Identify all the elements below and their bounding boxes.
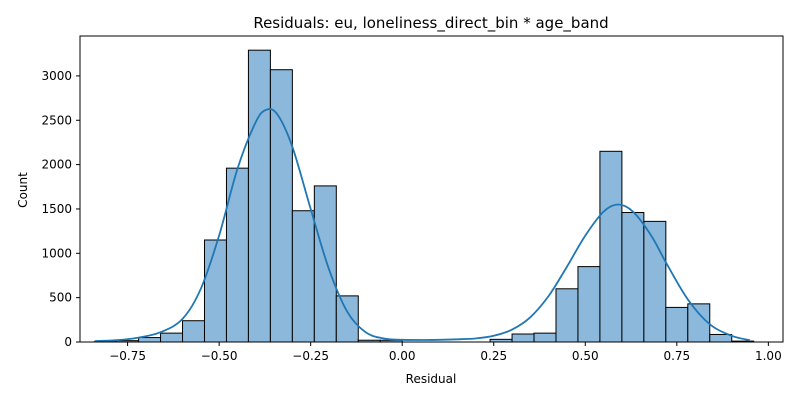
- x-tick-label: −0.25: [292, 349, 329, 363]
- x-tick-label: 0.25: [480, 349, 507, 363]
- histogram-bar-7: [247, 49, 271, 343]
- x-axis-label: Residual: [406, 372, 457, 386]
- x-tick-label: 0.75: [663, 349, 690, 363]
- histogram-bar-5: [203, 239, 227, 343]
- x-tick-label: 1.00: [755, 349, 782, 363]
- plot-frame: [79, 35, 784, 343]
- y-tick-label: 0: [64, 335, 72, 349]
- histogram-bar-11: [335, 295, 359, 343]
- histogram-bar-3: [160, 332, 184, 343]
- x-tick-label: −0.50: [201, 349, 238, 363]
- histogram-bar-23: [687, 303, 711, 343]
- histogram-bar-21: [643, 220, 667, 343]
- y-axis-label: Count: [16, 172, 30, 208]
- kde-curve: [94, 108, 751, 342]
- histogram-bar-15: [511, 333, 535, 343]
- x-axis-ticks: −0.75 −0.50 −0.25 0.00 0.25 0.50 0.75 1.00: [109, 342, 782, 363]
- x-tick-label: −0.75: [109, 349, 146, 363]
- x-tick-label: 0.00: [389, 349, 416, 363]
- y-tick-label: 2500: [41, 113, 72, 127]
- histogram-bar-10: [313, 185, 337, 343]
- histogram-bar-2: [138, 337, 162, 343]
- histogram-bar-22: [665, 306, 689, 343]
- histogram-bar-18: [577, 266, 601, 343]
- chart-title: Residuals: eu, loneliness_direct_bin * a…: [253, 14, 608, 33]
- histogram-bar-9: [291, 210, 315, 343]
- histogram-bar-4: [182, 320, 205, 343]
- histogram-bar-24: [709, 333, 733, 343]
- histogram-bar-16: [533, 332, 557, 343]
- y-tick-label: 1000: [41, 246, 72, 260]
- y-tick-label: 2000: [41, 158, 72, 172]
- histogram-bar-20: [621, 212, 645, 343]
- y-tick-label: 3000: [41, 69, 72, 83]
- histogram-bars: [94, 49, 755, 343]
- histogram-bar-17: [555, 288, 579, 343]
- y-tick-label: 500: [49, 291, 72, 305]
- y-axis-ticks: 0 500 1000 1500 2000 2500 3000: [41, 69, 80, 349]
- y-tick-label: 1500: [41, 202, 72, 216]
- x-tick-label: 0.50: [572, 349, 599, 363]
- histogram-bar-19: [599, 150, 623, 343]
